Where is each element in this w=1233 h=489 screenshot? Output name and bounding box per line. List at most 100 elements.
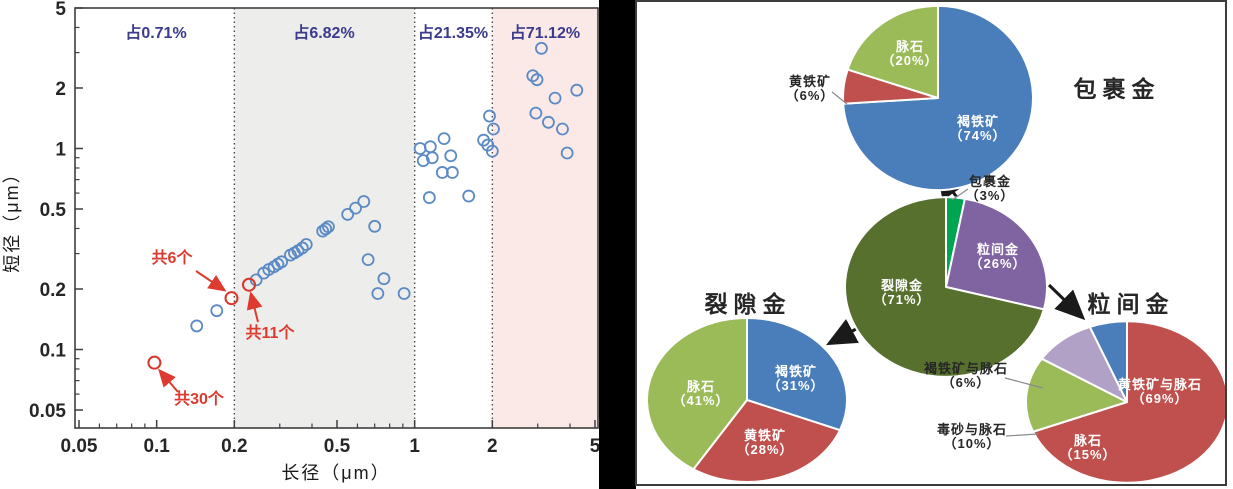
pie-pie-intergranular-gold bbox=[1026, 321, 1225, 483]
scatter-point bbox=[357, 195, 371, 208]
scatter-point bbox=[349, 201, 362, 215]
y-tick-label: 2 bbox=[55, 79, 66, 100]
label-leader-line bbox=[1004, 377, 1044, 389]
scatter-point bbox=[321, 220, 335, 234]
pie-slice-label: 毒砂与脉石 bbox=[937, 422, 1007, 437]
scatter-point bbox=[548, 91, 562, 105]
pie-slice-label: 褐铁矿 bbox=[774, 364, 817, 379]
scatter-point bbox=[422, 191, 436, 204]
pie-slice-percent: （15%） bbox=[1059, 447, 1116, 462]
scatter-point bbox=[275, 255, 289, 269]
label-leader-line bbox=[951, 188, 969, 201]
pie-slice bbox=[747, 318, 847, 430]
zone-label-1: 占0.71% bbox=[125, 23, 186, 42]
scatter-point bbox=[295, 241, 309, 255]
pie-slice bbox=[693, 400, 840, 482]
y-tick-label: 0.2 bbox=[40, 280, 66, 301]
annotation-arrow bbox=[246, 291, 263, 323]
pie-slice-label: 褐铁矿 bbox=[956, 114, 999, 129]
y-tick-label: 1 bbox=[55, 139, 66, 160]
scatter-point bbox=[526, 69, 540, 83]
scatter-point bbox=[435, 166, 449, 179]
pie-slice bbox=[1026, 359, 1127, 432]
scatter-point bbox=[483, 109, 496, 123]
pie-title-fissure-gold: 裂隙金 bbox=[705, 291, 792, 317]
pie-slice bbox=[1033, 321, 1225, 483]
scatter-point bbox=[368, 219, 382, 233]
scatter-point bbox=[485, 144, 499, 158]
pie-pie-gold-occurrence-overview bbox=[845, 197, 1047, 377]
pie-slice bbox=[1090, 321, 1127, 402]
scatter-point bbox=[319, 222, 333, 236]
pie-slice-percent: （74%） bbox=[949, 128, 1006, 143]
scatter-point bbox=[437, 132, 451, 146]
pie-slice-label: 黄铁矿 bbox=[789, 74, 831, 89]
y-axis-title: 短径（μm） bbox=[2, 163, 22, 272]
pie-slice-label: 褐铁矿与脉石 bbox=[923, 361, 1008, 376]
pie-slice-percent: （69%） bbox=[1131, 391, 1188, 406]
pie-panel: 褐铁矿 （74%） 黄铁矿 （6%） 脉石 （20%） 包裹金 （3%） 粒间金 （26%） 裂隙金… bbox=[635, 0, 1227, 486]
pie-slice bbox=[946, 199, 1047, 310]
pie-slice-label: 包裹金 bbox=[969, 174, 1011, 189]
pie-slice-label: 黄铁矿与脉石 bbox=[1118, 377, 1202, 392]
x-tick-label: 0.1 bbox=[143, 436, 170, 457]
label-leader-line bbox=[1005, 433, 1039, 437]
pie-slice-label: 脉石 bbox=[686, 379, 715, 394]
pie-figure-svg: 褐铁矿（74%）黄铁矿（6%）脉石（20%）包裹金（3%）粒间金（26%）裂隙金… bbox=[637, 2, 1225, 484]
pie-slice-label: 粒间金 bbox=[977, 242, 1019, 257]
pie-slice bbox=[647, 318, 747, 469]
scatter-point bbox=[556, 122, 569, 136]
pie-slice-percent: （31%） bbox=[767, 378, 824, 393]
y-tick-label: 0.5 bbox=[40, 200, 67, 221]
y-tick-label: 0.1 bbox=[40, 340, 67, 361]
scatter-point bbox=[542, 115, 555, 129]
pie-slice-percent: （3%） bbox=[966, 188, 1015, 203]
scatter-point bbox=[462, 189, 476, 203]
pie-title-intergranular-gold: 粒间金 bbox=[1088, 291, 1175, 317]
scatter-point bbox=[397, 287, 411, 300]
scatter-point bbox=[210, 304, 224, 318]
pie-slice-percent: （26%） bbox=[969, 256, 1026, 271]
annotation-arrow bbox=[195, 270, 227, 292]
x-tick-label: 0.2 bbox=[221, 436, 247, 457]
scatter-point bbox=[425, 151, 439, 165]
cluster-point-red bbox=[224, 291, 239, 306]
pie-slice-label: 脉石 bbox=[1073, 433, 1102, 448]
scatter-point bbox=[361, 253, 375, 267]
zone-region bbox=[492, 8, 598, 428]
pie-slice-label: 裂隙金 bbox=[880, 278, 923, 293]
pie-slice bbox=[848, 6, 938, 98]
x-tick-label: 1 bbox=[409, 436, 420, 457]
scatter-point bbox=[529, 106, 543, 120]
flow-arrow bbox=[826, 319, 859, 346]
scatter-point bbox=[570, 83, 584, 97]
pie-slice-label: 脉石 bbox=[895, 39, 924, 54]
pie-slice-percent: （10%） bbox=[943, 436, 1000, 451]
annotation-count-11: 共11个 bbox=[246, 323, 296, 342]
pie-slice bbox=[845, 197, 1044, 377]
scatter-point bbox=[487, 122, 500, 136]
pie-slice-percent: （6%） bbox=[786, 88, 835, 103]
pie-pie-fissure-gold bbox=[647, 318, 847, 482]
zone-region bbox=[234, 8, 415, 428]
pie-slice-percent: （71%） bbox=[873, 292, 930, 307]
cluster-point-red bbox=[147, 355, 162, 370]
flow-arrow bbox=[1047, 283, 1086, 321]
x-axis-title: 长径（μm） bbox=[281, 463, 390, 483]
scatter-point bbox=[445, 166, 459, 179]
panel-divider bbox=[599, 0, 636, 489]
zone-region bbox=[414, 8, 493, 428]
scatter-point bbox=[535, 41, 548, 55]
annotation-count-30: 共30个 bbox=[174, 389, 225, 408]
zone-region bbox=[75, 8, 235, 428]
pie-slice-percent: （41%） bbox=[672, 393, 729, 408]
zone-label-4: 占71.12% bbox=[510, 23, 580, 42]
scatter-point bbox=[416, 154, 430, 168]
pie-title-encapsulated-gold: 包裹金 bbox=[1074, 76, 1161, 102]
pie-pie-encapsulated-gold bbox=[843, 6, 1033, 190]
x-tick-label: 0.05 bbox=[61, 436, 98, 457]
zone-label-2: 占6.82% bbox=[293, 23, 354, 42]
pie-slice-percent: （20%） bbox=[881, 53, 938, 68]
pie-slice-label: 黄铁矿 bbox=[744, 428, 786, 443]
